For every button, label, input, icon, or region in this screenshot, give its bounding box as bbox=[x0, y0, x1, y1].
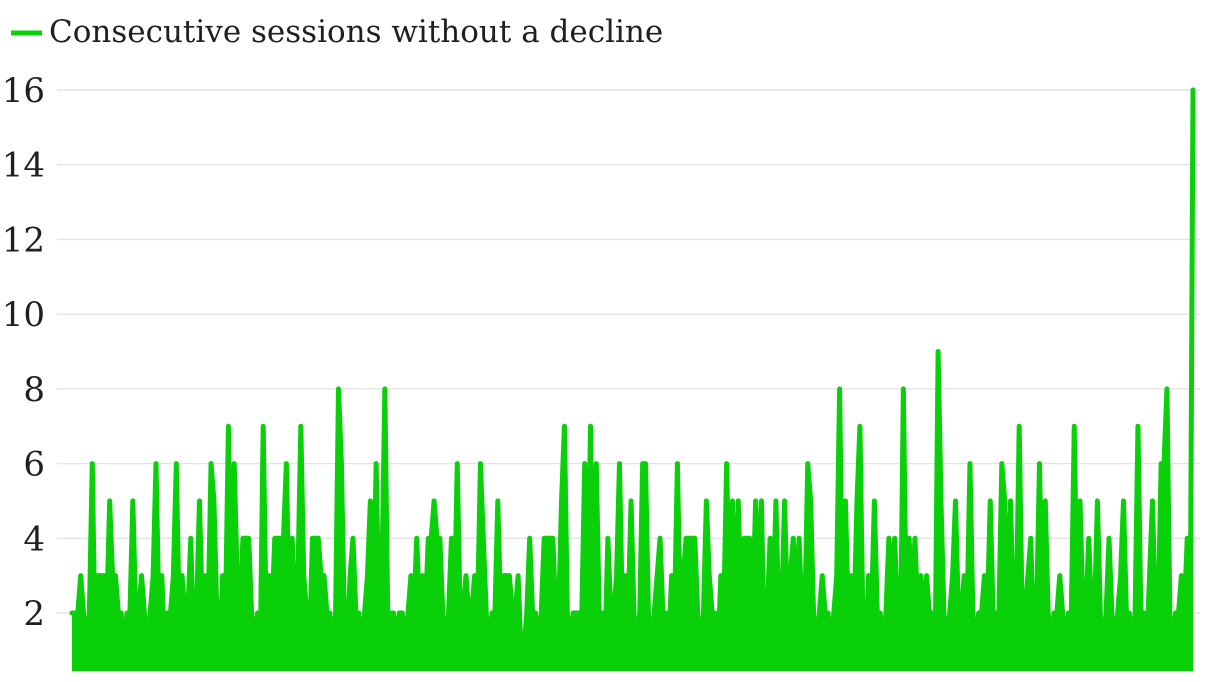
series-group bbox=[69, 87, 1196, 671]
y-tick-label-14: 14 bbox=[2, 146, 45, 186]
y-axis-tick-labels: 2 4 6 8 10 12 14 16 bbox=[2, 71, 45, 634]
y-tick-label-8: 8 bbox=[23, 370, 45, 410]
legend: Consecutive sessions without a decline bbox=[11, 14, 663, 50]
series-line bbox=[69, 87, 1196, 653]
y-tick-label-12: 12 bbox=[2, 220, 45, 260]
legend-label: Consecutive sessions without a decline bbox=[49, 14, 663, 50]
y-tick-label-6: 6 bbox=[23, 445, 45, 485]
y-tick-label-2: 2 bbox=[23, 594, 45, 634]
y-tick-label-4: 4 bbox=[23, 519, 45, 559]
y-tick-label-10: 10 bbox=[2, 295, 45, 335]
y-tick-label-16: 16 bbox=[2, 71, 45, 111]
